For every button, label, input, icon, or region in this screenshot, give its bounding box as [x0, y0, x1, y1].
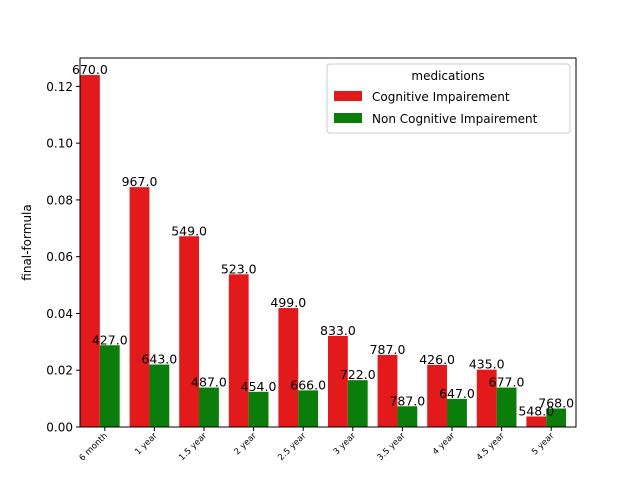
bar-value-label: 833.0	[320, 323, 356, 338]
x-tick-label: 3.5 year	[376, 431, 408, 463]
bar-value-label: 666.0	[290, 377, 326, 392]
bar-series-0-7	[427, 364, 448, 427]
plot-frame	[79, 57, 577, 428]
bar-value-label: 487.0	[191, 375, 227, 390]
bar-series-1-8	[496, 387, 517, 427]
bar-series-1-9	[546, 408, 567, 427]
value-labels-layer: 670.0 967.0 549.0 523.0 499.0 833.0 787.0 426.0…	[72, 62, 574, 418]
legend-frame	[326, 63, 571, 134]
bar-series-1-3	[248, 391, 269, 427]
bar-series-1-4	[298, 390, 319, 427]
bar-series-0-2	[179, 236, 200, 427]
bar-value-label: 426.0	[419, 352, 455, 367]
x-tick-label: 5 year	[530, 431, 557, 458]
bar-series-0-3	[228, 274, 249, 427]
y-tick-label: 0.00	[46, 421, 73, 435]
bar-series-0-0	[80, 75, 100, 427]
bar-series-1-0	[99, 345, 120, 427]
bar-series-0-6	[377, 354, 398, 427]
bar-series-0-1	[129, 187, 150, 427]
bar-series-1-1	[149, 364, 170, 427]
bar-value-label: 548.0	[518, 404, 554, 419]
bar-series-0-9	[526, 416, 547, 427]
legend-title: medications	[411, 69, 484, 83]
bar-series-1-5	[347, 380, 368, 427]
y-axis-label: final-formula	[20, 204, 34, 280]
bar-series-1-2	[199, 387, 219, 427]
legend-label-non-cognitive: Non Cognitive Impairement	[372, 112, 538, 126]
bar-value-label: 787.0	[389, 393, 425, 408]
bar-value-label: 454.0	[241, 379, 277, 394]
bar-value-label: 523.0	[221, 261, 257, 276]
bar-value-label: 768.0	[538, 396, 574, 411]
bar-series-1-7	[447, 398, 467, 427]
legend: medications Cognitive Impairement Non Co…	[326, 63, 571, 134]
x-tick-label: 4 year	[431, 431, 458, 458]
x-tick-label: 2 year	[233, 431, 260, 458]
bar-value-label: 549.0	[171, 223, 207, 238]
legend-label-cognitive: Cognitive Impairement	[372, 90, 510, 104]
x-tick-label: 1 year	[133, 431, 160, 458]
bar-value-label: 435.0	[469, 357, 505, 372]
bar-series-0-4	[278, 308, 299, 427]
bar-value-label: 643.0	[141, 352, 177, 367]
x-tick-label: 1.5 year	[177, 431, 209, 463]
legend-swatch-cognitive	[334, 91, 362, 101]
bar-series-0-8	[476, 369, 497, 427]
bars-layer	[80, 75, 567, 427]
y-tick-label: 0.12	[46, 80, 73, 94]
y-tick-label: 0.06	[46, 250, 73, 264]
y-tick-label: 0.10	[46, 137, 73, 151]
bar-value-label: 787.0	[370, 342, 406, 357]
x-axis: 6 month 1 year 1.5 year 2 year 2.5 year 3 yea…	[78, 427, 557, 463]
y-tick-label: 0.04	[46, 307, 73, 321]
bar-value-label: 647.0	[439, 386, 475, 401]
x-tick-label: 2.5 year	[276, 431, 308, 463]
x-tick-label: 3 year	[332, 431, 359, 458]
bar-value-label: 499.0	[270, 295, 306, 310]
bar-series-0-5	[328, 335, 348, 427]
bar-value-label: 722.0	[340, 367, 376, 382]
bar-value-label: 427.0	[92, 332, 128, 347]
x-tick-label: 4.5 year	[475, 431, 507, 463]
bar-value-label: 670.0	[72, 62, 108, 77]
legend-swatch-non-cognitive	[334, 113, 362, 123]
bar-series-1-6	[397, 406, 418, 427]
y-tick-label: 0.02	[46, 364, 73, 378]
y-axis: 0.00 0.02 0.04 0.06 0.08 0.10 0.12	[46, 80, 80, 435]
y-tick-label: 0.08	[46, 193, 73, 207]
bar-value-label: 677.0	[489, 375, 525, 390]
x-tick-label: 6 month	[78, 431, 110, 463]
bar-value-label: 967.0	[122, 174, 158, 189]
